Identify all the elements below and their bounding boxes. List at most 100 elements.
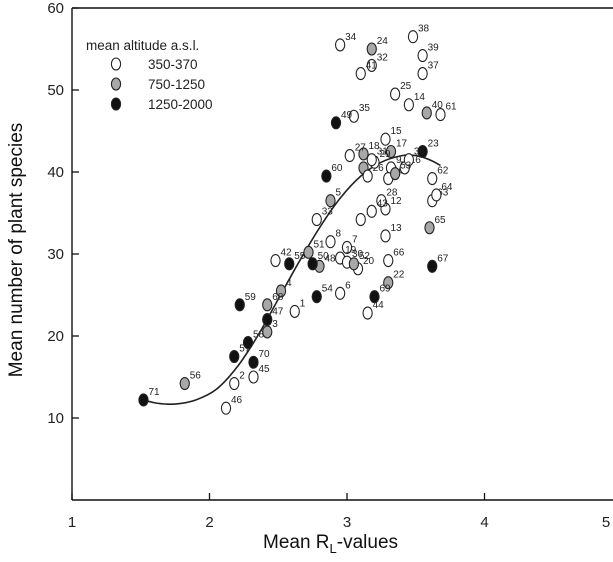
point-label-5: 5 [336,188,342,199]
legend-label-350-370: 350-370 [148,57,198,72]
x-axis-label-sub: L [330,541,337,556]
y-tick-label-50: 50 [47,82,64,99]
point-36 [403,153,415,167]
point-label-63: 63 [437,188,449,199]
point-38 [407,30,419,44]
point-37 [417,67,428,81]
point-label-32: 32 [377,52,389,63]
y-tick-label-20: 20 [47,328,64,345]
point-25 [389,87,401,101]
point-62 [427,172,438,186]
point-51 [303,245,314,259]
point-label-14: 14 [414,92,426,103]
point-label-19: 19 [345,245,357,256]
point-28 [376,194,387,208]
point-49 [330,116,342,130]
point-label-58: 58 [253,330,265,341]
point-6 [334,286,346,300]
point-34 [334,38,346,52]
point-label-45: 45 [259,364,271,375]
point-42 [270,254,281,268]
point-label-26: 26 [373,163,385,174]
legend-items: 350-370 750-1250 1250-2000 [110,57,213,112]
point-22 [383,276,394,290]
point-label-31: 31 [377,147,389,158]
point-label-35: 35 [359,103,371,114]
point-46 [220,401,232,415]
point-label-46: 46 [231,395,243,406]
legend-label-750-1250: 750-1250 [148,77,205,92]
point-label-39: 39 [428,43,440,54]
point-label-64: 64 [441,182,453,193]
point-label-16: 16 [410,155,422,166]
point-26 [362,169,373,183]
point-68 [262,298,273,312]
y-tick-label-40: 40 [47,164,64,181]
point-31 [366,153,377,167]
point-label-29: 29 [380,149,392,160]
point-label-25: 25 [400,81,412,92]
legend-marker-750-1250 [110,77,122,91]
point-5 [325,194,336,208]
y-axis-label: Mean number of plant species [6,123,27,378]
point-label-69: 69 [380,284,392,295]
point-23 [417,144,428,159]
point-67 [427,259,438,273]
point-70 [248,355,259,369]
point-54 [311,290,322,304]
point-35 [348,109,360,123]
point-label-17: 17 [396,139,408,150]
legend-marker-1250-2000 [110,97,122,111]
y-tick-label-60: 60 [47,0,64,17]
point-47 [262,313,273,327]
point-45 [248,370,259,384]
x-tick-label-3: 3 [343,514,351,531]
point-label-12: 12 [391,196,403,207]
point-44 [362,306,373,320]
point-label-33: 33 [322,207,334,218]
point-50 [307,257,318,271]
x-tick-label-4: 4 [480,514,488,531]
point-label-36: 36 [414,147,426,158]
point-label-28: 28 [386,188,398,199]
point-label-56: 56 [190,371,202,382]
point-55 [284,257,295,271]
x-axis-label-main: Mean R [263,532,330,553]
point-label-48: 48 [325,253,337,264]
point-7 [341,240,353,254]
point-60 [321,169,332,183]
point-label-38: 38 [418,24,430,35]
point-label-65: 65 [435,215,447,226]
point-24 [366,42,377,56]
point-11 [355,213,366,227]
point-2 [229,377,240,391]
point-43 [366,204,377,218]
point-label-41: 41 [366,61,378,72]
point-52 [348,257,360,271]
point-label-34: 34 [345,32,357,43]
point-33 [311,213,322,227]
point-8 [325,235,336,249]
point-15 [380,132,391,146]
point-label-43: 43 [377,198,389,209]
legend-title: mean altitude a.s.l. [86,38,199,53]
point-4 [275,284,287,298]
point-61 [435,108,446,122]
point-56 [179,377,190,391]
point-41 [355,67,366,81]
point-13 [380,229,391,243]
point-32 [366,58,377,72]
point-27 [344,149,355,163]
point-label-24: 24 [377,36,389,47]
point-label-8: 8 [336,229,342,240]
point-label-4: 4 [286,278,292,289]
point-label-42: 42 [281,248,293,259]
point-label-66: 66 [393,248,405,259]
point-label-9: 9 [396,155,402,166]
point-label-55: 55 [294,251,306,262]
point-label-15: 15 [391,126,403,137]
x-tick-label-2: 2 [205,514,213,531]
point-label-47: 47 [272,307,284,318]
point-label-3: 3 [272,319,278,330]
legend: mean altitude a.s.l. 350-370 750-1250 1250… [86,38,213,112]
